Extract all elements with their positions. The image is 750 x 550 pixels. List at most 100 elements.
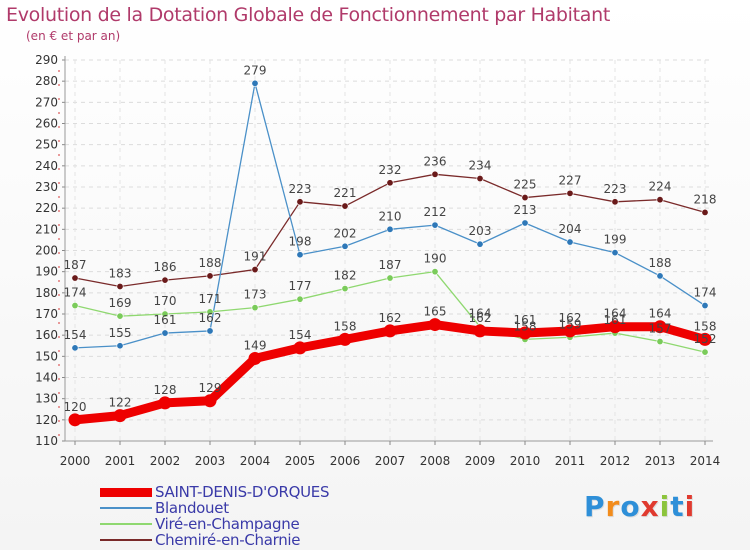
data-label-chemir-en-charnie: 183 <box>109 266 132 280</box>
x-tick-label: 2014 <box>690 454 721 468</box>
legend-label: Viré-en-Champagne <box>155 515 300 533</box>
data-point-chemir-en-charnie <box>296 198 304 206</box>
data-label-chemir-en-charnie: 234 <box>469 159 492 173</box>
data-point-chemir-en-charnie <box>611 198 619 206</box>
data-label-saint-denis-d-orques: 154 <box>289 328 312 342</box>
data-label-saint-denis-d-orques: 149 <box>244 338 267 352</box>
y-tick-label: 120 <box>35 413 58 427</box>
x-tick-label: 2002 <box>150 454 181 468</box>
data-point-chemir-en-charnie <box>386 179 394 187</box>
data-point-saint-denis-d-orques <box>383 324 397 338</box>
data-label-saint-denis-d-orques: 165 <box>424 305 447 319</box>
data-point-vir-en-champagne <box>386 274 394 282</box>
data-point-chemir-en-charnie <box>701 208 709 216</box>
data-label-saint-denis-d-orques: 158 <box>334 319 357 333</box>
data-label-blandouet: 204 <box>559 222 582 236</box>
data-point-vir-en-champagne <box>206 308 214 316</box>
y-tick-label: 230 <box>35 180 58 194</box>
y-tick-label: 170 <box>35 307 58 321</box>
legend-item: Chemiré-en-Charnie <box>100 531 326 549</box>
data-label-blandouet: 202 <box>334 226 357 240</box>
data-point-saint-denis-d-orques <box>68 413 82 427</box>
legend-swatch <box>100 539 152 541</box>
legend-item: Blandouet <box>100 499 326 517</box>
data-point-chemir-en-charnie <box>251 266 259 274</box>
x-tick-label: 2008 <box>420 454 451 468</box>
data-label-blandouet: 161 <box>154 313 177 327</box>
data-label-blandouet: 198 <box>289 235 312 249</box>
data-label-vir-en-champagne: 152 <box>694 332 717 346</box>
data-label-saint-denis-d-orques: 120 <box>64 400 87 414</box>
data-point-vir-en-champagne <box>431 268 439 276</box>
data-label-blandouet: 188 <box>649 256 672 270</box>
data-label-saint-denis-d-orques: 158 <box>694 319 717 333</box>
y-tick-label: 130 <box>35 392 58 406</box>
data-point-vir-en-champagne <box>341 285 349 293</box>
data-label-saint-denis-d-orques: 162 <box>469 311 492 325</box>
y-tick-label: 260 <box>35 117 58 131</box>
data-point-blandouet <box>206 327 214 335</box>
data-label-chemir-en-charnie: 236 <box>424 154 447 168</box>
logo-letter: t <box>670 490 685 523</box>
data-label-saint-denis-d-orques: 164 <box>649 307 672 321</box>
data-point-chemir-en-charnie <box>656 196 664 204</box>
data-point-chemir-en-charnie <box>161 276 169 284</box>
legend-label: Chemiré-en-Charnie <box>155 531 301 549</box>
y-tick-label: 190 <box>35 265 58 279</box>
data-label-saint-denis-d-orques: 128 <box>154 383 177 397</box>
data-label-chemir-en-charnie: 223 <box>604 182 627 196</box>
data-label-blandouet: 279 <box>244 63 267 77</box>
data-point-blandouet <box>161 329 169 337</box>
data-point-vir-en-champagne <box>701 348 709 356</box>
data-label-vir-en-champagne: 159 <box>559 317 582 331</box>
legend-item: Viré-en-Champagne <box>100 515 326 533</box>
y-tick-label: 240 <box>35 159 58 173</box>
data-label-chemir-en-charnie: 218 <box>694 192 717 206</box>
data-point-chemir-en-charnie <box>566 189 574 197</box>
chart-subtitle: (en € et par an) <box>26 29 121 43</box>
logo-letter: o <box>620 490 641 523</box>
chart-legend: SAINT-DENIS-D'ORQUES Blandouet Viré-en-Cha… <box>100 483 330 549</box>
legend-label: SAINT-DENIS-D'ORQUES <box>155 483 330 501</box>
data-label-blandouet: 155 <box>109 326 132 340</box>
x-tick-label: 2013 <box>645 454 676 468</box>
proxiti-logo: Proxiti <box>584 490 695 523</box>
data-point-blandouet <box>566 238 574 246</box>
data-label-blandouet: 212 <box>424 205 447 219</box>
y-tick-label: 270 <box>35 95 58 109</box>
data-point-blandouet <box>116 342 124 350</box>
y-tick-label: 160 <box>35 328 58 342</box>
data-point-saint-denis-d-orques <box>158 396 172 410</box>
data-point-chemir-en-charnie <box>206 272 214 280</box>
x-tick-label: 2000 <box>60 454 91 468</box>
data-point-chemir-en-charnie <box>431 170 439 178</box>
data-point-saint-denis-d-orques <box>248 351 262 365</box>
x-tick-label: 2003 <box>195 454 226 468</box>
x-tick-label: 2001 <box>105 454 136 468</box>
y-tick-label: 110 <box>35 434 58 448</box>
chart-title: Evolution de la Dotation Globale de Fonc… <box>6 4 611 26</box>
data-label-vir-en-champagne: 187 <box>379 258 402 272</box>
logo-letter: P <box>584 490 606 523</box>
x-tick-label: 2007 <box>375 454 406 468</box>
data-label-blandouet: 154 <box>64 328 87 342</box>
data-label-chemir-en-charnie: 227 <box>559 173 582 187</box>
data-label-chemir-en-charnie: 186 <box>154 260 177 274</box>
data-point-chemir-en-charnie <box>71 274 79 282</box>
data-point-saint-denis-d-orques <box>518 326 532 340</box>
data-point-vir-en-champagne <box>296 295 304 303</box>
data-point-vir-en-champagne <box>251 304 259 312</box>
data-label-vir-en-champagne: 170 <box>154 294 177 308</box>
data-point-blandouet <box>656 272 664 280</box>
data-label-saint-denis-d-orques: 161 <box>514 313 537 327</box>
y-tick-label: 200 <box>35 244 58 258</box>
data-label-vir-en-champagne: 177 <box>289 279 312 293</box>
x-tick-label: 2009 <box>465 454 496 468</box>
data-label-chemir-en-charnie: 232 <box>379 163 402 177</box>
data-label-blandouet: 199 <box>604 233 627 247</box>
data-label-saint-denis-d-orques: 162 <box>559 311 582 325</box>
x-tick-label: 2006 <box>330 454 361 468</box>
y-tick-label: 140 <box>35 371 58 385</box>
data-point-saint-denis-d-orques <box>113 409 127 423</box>
data-label-vir-en-champagne: 169 <box>109 296 132 310</box>
